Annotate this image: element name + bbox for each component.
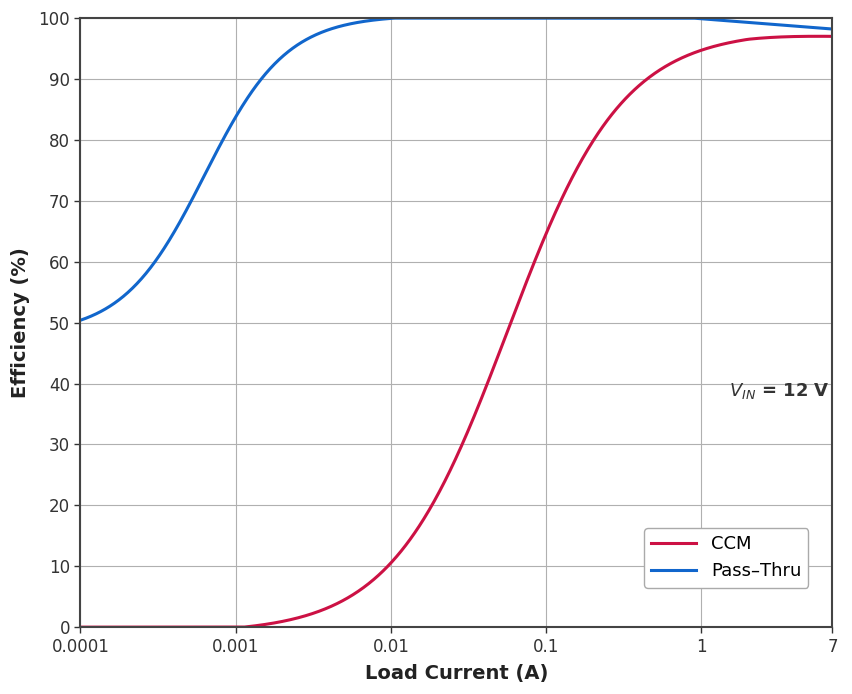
- Line: CCM: CCM: [80, 36, 832, 627]
- CCM: [661, 62, 671, 70]
- Pass–Thru: [379, 15, 389, 23]
- Pass–Thru: [389, 14, 399, 22]
- Pass–Thru: [75, 316, 85, 324]
- Pass–Thru: [152, 254, 162, 262]
- CCM: [811, 32, 821, 40]
- Text: $V_{IN}$ = 12 V: $V_{IN}$ = 12 V: [728, 381, 828, 400]
- Pass–Thru: [407, 14, 417, 22]
- CCM: [406, 533, 417, 541]
- Y-axis label: Efficiency (%): Efficiency (%): [11, 247, 30, 398]
- CCM: [591, 131, 602, 139]
- X-axis label: Load Current (A): Load Current (A): [365, 664, 548, 683]
- Legend: CCM, Pass–Thru: CCM, Pass–Thru: [643, 528, 808, 588]
- CCM: [675, 54, 685, 62]
- Pass–Thru: [676, 14, 686, 22]
- Line: Pass–Thru: Pass–Thru: [80, 18, 832, 320]
- CCM: [379, 566, 389, 574]
- Pass–Thru: [592, 14, 602, 22]
- CCM: [152, 623, 162, 632]
- Pass–Thru: [662, 14, 672, 22]
- CCM: [826, 32, 837, 40]
- Pass–Thru: [826, 25, 837, 33]
- CCM: [75, 623, 85, 632]
